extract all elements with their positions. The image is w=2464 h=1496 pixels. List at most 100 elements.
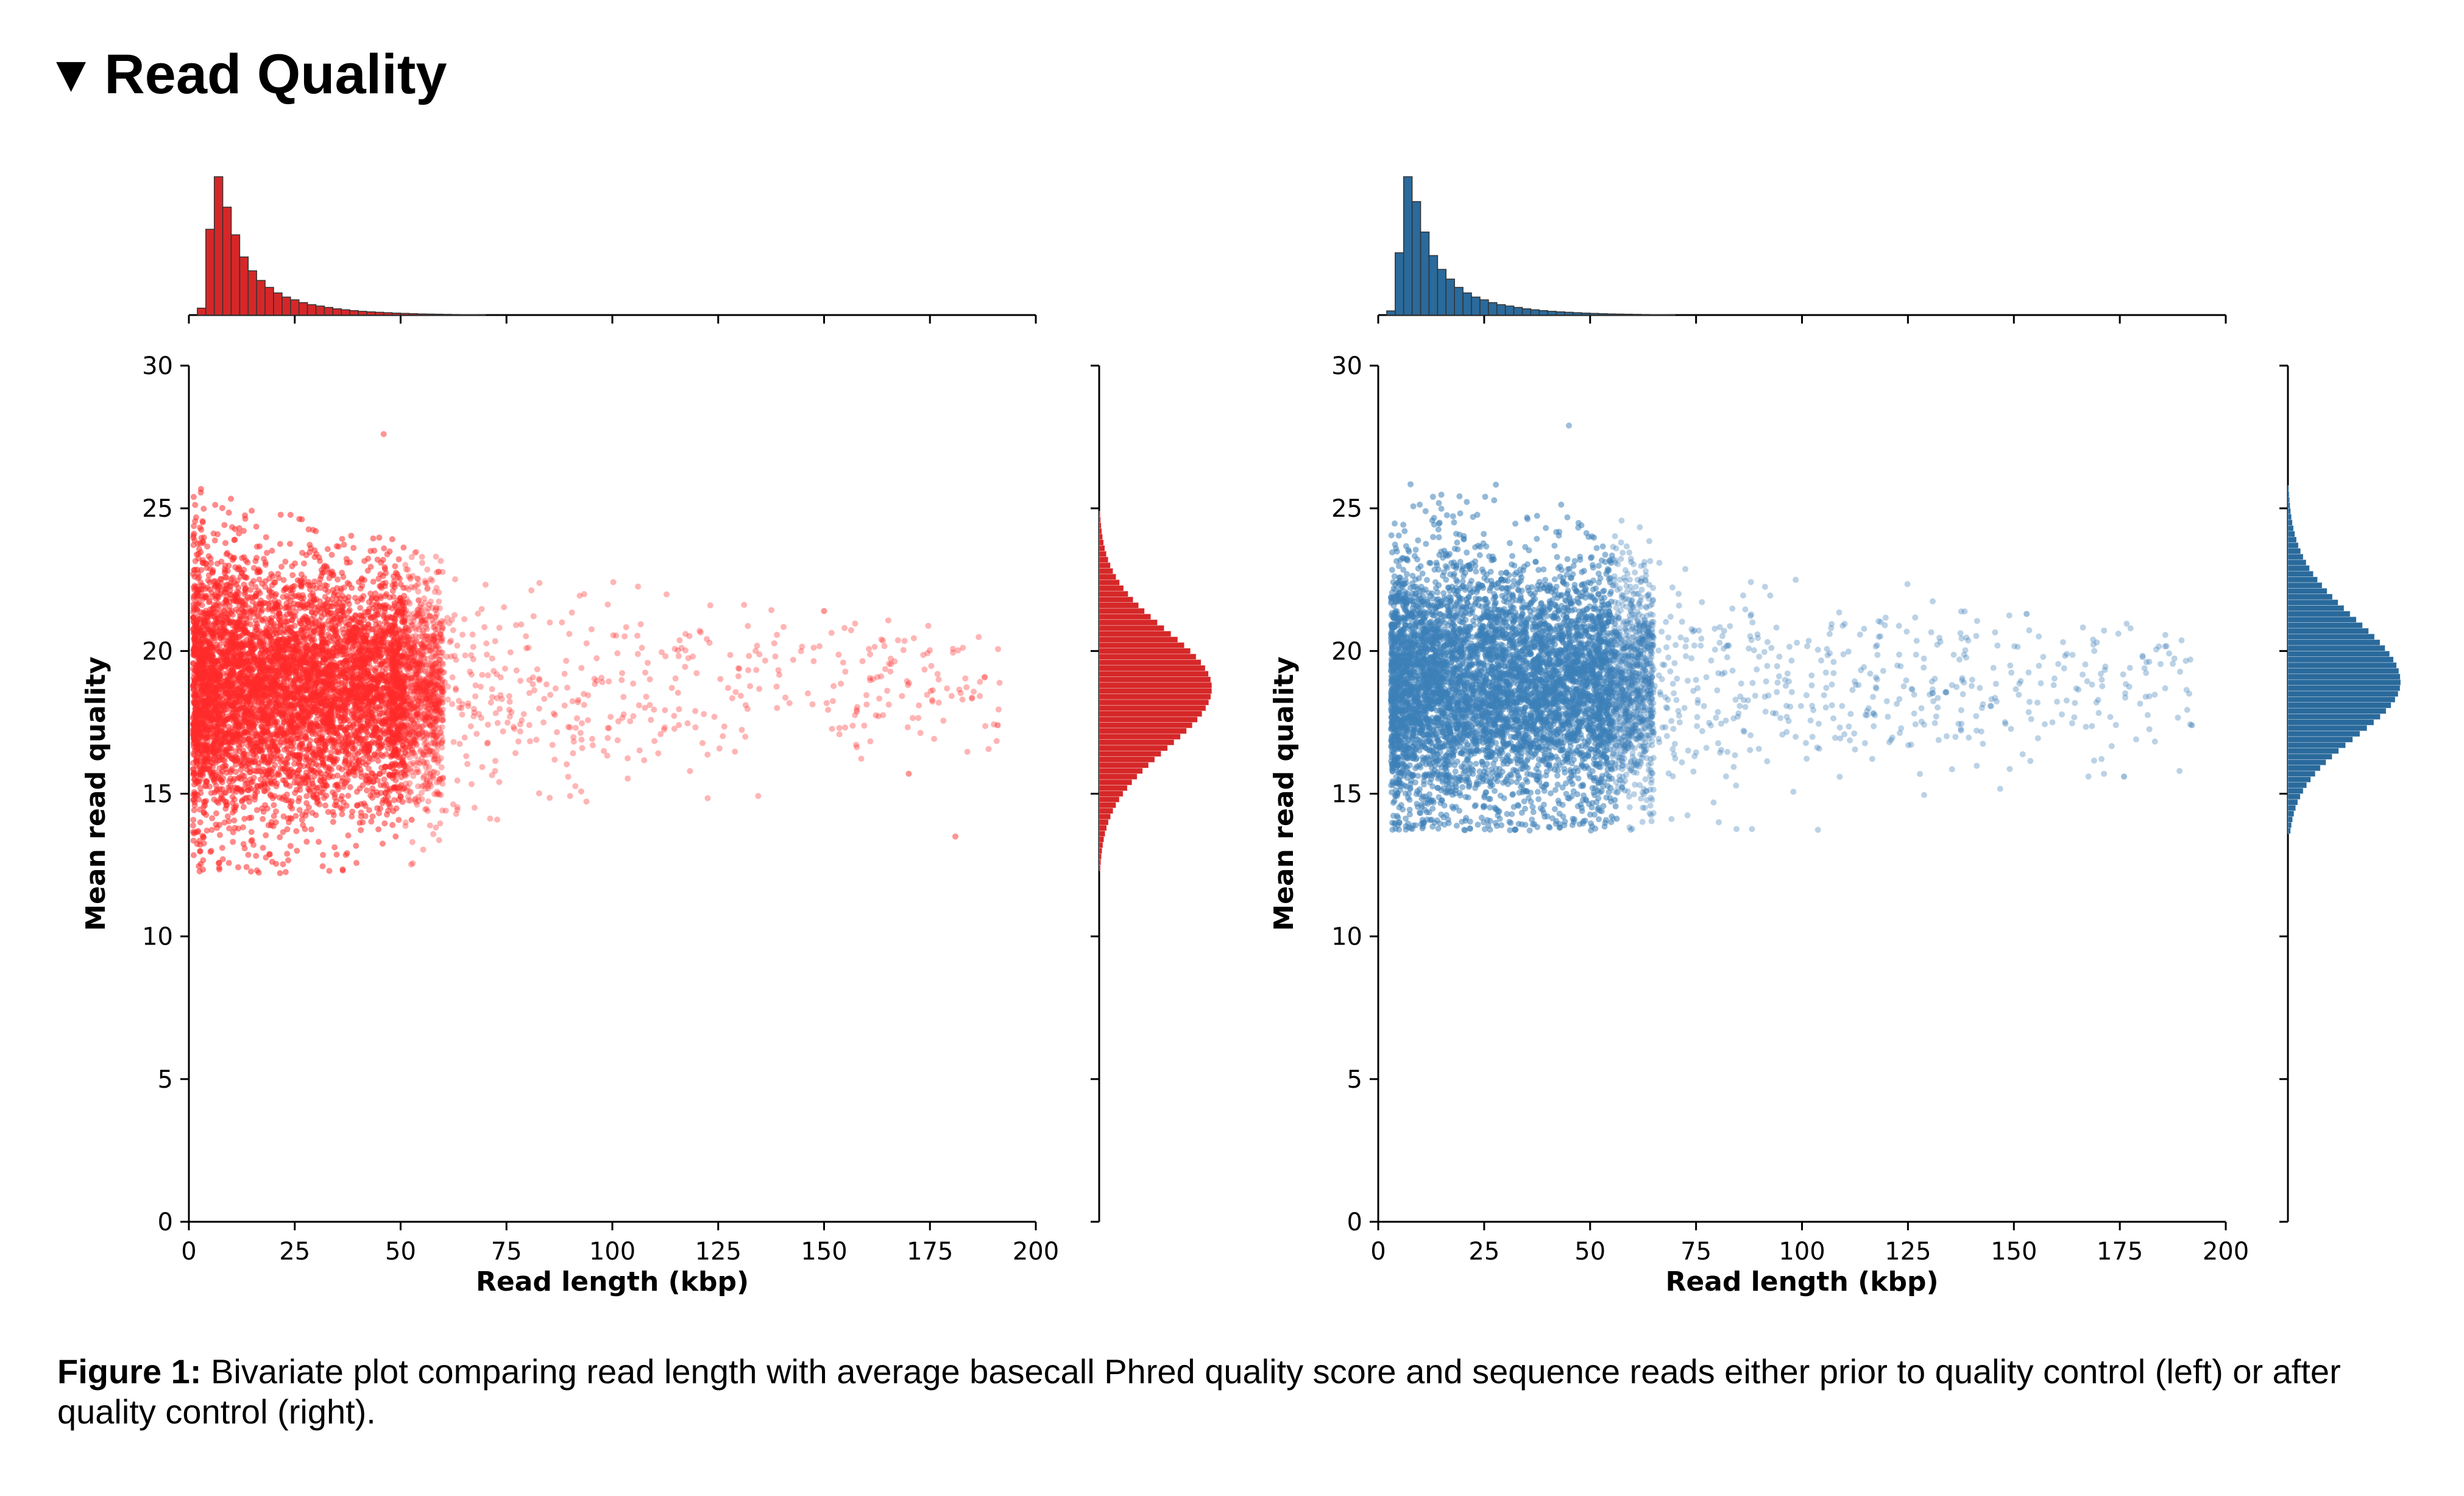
scatter-point <box>322 802 328 809</box>
scatter-point <box>198 526 205 533</box>
scatter-point <box>210 567 216 573</box>
scatter-point <box>438 764 445 771</box>
scatter-point <box>434 659 441 665</box>
scatter-point <box>247 621 253 628</box>
scatter-point <box>196 868 203 874</box>
scatter-point <box>598 675 605 681</box>
scatter-point <box>425 643 431 650</box>
scatter-point <box>420 775 427 781</box>
scatter-point <box>412 739 419 746</box>
scatter-point <box>286 819 292 826</box>
scatter-point <box>526 721 533 728</box>
scatter-point <box>786 700 793 706</box>
scatter-point <box>449 701 456 707</box>
scatter-point <box>668 684 675 691</box>
scatter-point <box>641 757 648 764</box>
scatter-point <box>428 681 434 687</box>
scatter-point <box>925 623 932 629</box>
scatter-point <box>425 711 432 717</box>
scatter-point <box>349 813 355 820</box>
scatter-point <box>433 553 439 560</box>
scatter-point <box>842 668 849 675</box>
scatter-point <box>341 541 347 548</box>
scatter-point <box>197 848 204 854</box>
scatter-point <box>630 680 637 687</box>
scatter-point <box>620 693 627 700</box>
scatter-point <box>400 544 407 551</box>
scatter-point <box>517 721 523 728</box>
scatter-point <box>552 685 559 692</box>
scatter-point <box>436 598 442 605</box>
scatter-point <box>424 633 431 640</box>
scatter-point <box>408 718 414 725</box>
scatter-point <box>473 731 480 737</box>
scatter-point <box>241 573 247 580</box>
scatter-point <box>469 631 476 638</box>
scatter-point <box>296 807 303 814</box>
scatter-point <box>564 684 570 691</box>
scatter-point <box>229 612 236 619</box>
scatter-point <box>774 631 781 638</box>
scatter-point <box>247 868 254 875</box>
scatter-point <box>469 781 475 787</box>
scatter-point <box>651 706 657 713</box>
scatter-point <box>412 549 419 556</box>
scatter-point <box>427 822 433 829</box>
scatter-point <box>192 502 199 508</box>
scatter-point <box>409 633 416 640</box>
scatter-point <box>567 793 573 799</box>
scatter-point <box>375 757 381 764</box>
scatter-point <box>421 711 428 717</box>
scatter-point <box>500 728 506 735</box>
scatter-point <box>438 733 445 740</box>
scatter-point <box>453 656 459 663</box>
section-header[interactable]: ▼ Read Quality <box>56 38 447 111</box>
scatter-point <box>319 726 326 733</box>
scatter-point <box>456 740 463 747</box>
scatter-point <box>529 681 536 687</box>
scatter-point <box>376 534 383 541</box>
scatter-point <box>253 523 260 530</box>
scatter-point <box>271 802 277 809</box>
scatter-point <box>588 626 595 633</box>
scatter-point <box>335 544 342 550</box>
scatter-point <box>841 625 848 631</box>
scatter-point <box>366 599 372 606</box>
scatter-point <box>192 558 199 564</box>
scatter-point <box>219 856 226 862</box>
scatter-point <box>707 602 713 609</box>
scatter-point <box>370 535 377 542</box>
triangle-down-icon[interactable]: ▼ <box>56 52 87 97</box>
scatter-point <box>309 809 316 816</box>
scatter-point <box>604 725 611 731</box>
scatter-point <box>423 745 430 751</box>
scatter-point <box>419 559 425 566</box>
scatter-point <box>197 489 204 496</box>
scatter-point <box>875 713 882 720</box>
scatter-point <box>513 667 520 674</box>
scatter-point <box>526 677 533 683</box>
scatter-point <box>434 681 441 688</box>
scatter-point <box>578 665 585 672</box>
scatter-point <box>533 737 540 743</box>
scatter-point <box>208 589 215 596</box>
scatter-point <box>433 824 439 831</box>
scatter-point <box>414 769 420 776</box>
scatter-point <box>565 773 572 780</box>
scatter-point <box>636 747 643 754</box>
scatter-point <box>422 600 428 606</box>
scatter-point <box>975 634 982 640</box>
scatter-point <box>430 775 436 781</box>
scatter-point <box>479 672 486 678</box>
scatter-point <box>541 695 548 702</box>
scatter-point <box>216 832 223 838</box>
scatter-point <box>696 628 703 634</box>
scatter-point <box>303 838 310 845</box>
scatter-point <box>736 665 743 672</box>
scatter-point <box>277 759 284 765</box>
scatter-point <box>583 798 590 805</box>
scatter-point <box>559 619 565 626</box>
scatter-point <box>425 798 431 805</box>
scatter-point <box>517 678 524 684</box>
scatter-point <box>482 581 489 588</box>
